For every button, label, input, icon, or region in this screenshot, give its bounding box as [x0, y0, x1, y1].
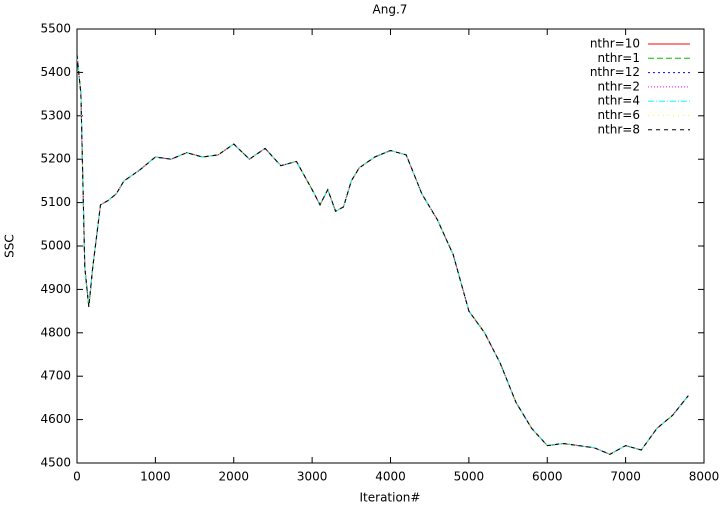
y-tick-label: 5100 — [40, 195, 71, 209]
y-axis-label: SSC — [3, 234, 17, 258]
legend-label: nthr=10 — [590, 37, 640, 51]
x-tick-label: 2000 — [218, 470, 249, 484]
y-tick-label: 5300 — [40, 108, 71, 122]
x-tick-label: 0 — [73, 470, 81, 484]
y-tick-label: 4600 — [40, 412, 71, 426]
chart-title: Ang.7 — [373, 3, 408, 17]
legend-label: nthr=1 — [597, 51, 640, 65]
legend-label: nthr=6 — [597, 108, 640, 122]
x-tick-label: 1000 — [140, 470, 171, 484]
y-tick-label: 5200 — [40, 152, 71, 166]
y-tick-label: 4700 — [40, 369, 71, 383]
y-tick-label: 4900 — [40, 282, 71, 296]
x-tick-label: 8000 — [689, 470, 720, 484]
legend-label: nthr=8 — [597, 122, 640, 136]
x-tick-label: 7000 — [610, 470, 641, 484]
legend-label: nthr=2 — [597, 79, 640, 93]
y-tick-label: 5000 — [40, 239, 71, 253]
y-tick-label: 5500 — [40, 22, 71, 36]
y-tick-label: 4500 — [40, 456, 71, 470]
legend-label: nthr=12 — [590, 65, 640, 79]
x-axis-label: Iteration# — [360, 491, 421, 505]
x-tick-label: 4000 — [375, 470, 406, 484]
x-tick-label: 3000 — [297, 470, 328, 484]
y-tick-label: 5400 — [40, 65, 71, 79]
y-tick-label: 4800 — [40, 325, 71, 339]
legend-label: nthr=4 — [597, 94, 640, 108]
x-tick-label: 5000 — [454, 470, 485, 484]
x-tick-label: 6000 — [532, 470, 563, 484]
series-line — [76, 54, 689, 455]
